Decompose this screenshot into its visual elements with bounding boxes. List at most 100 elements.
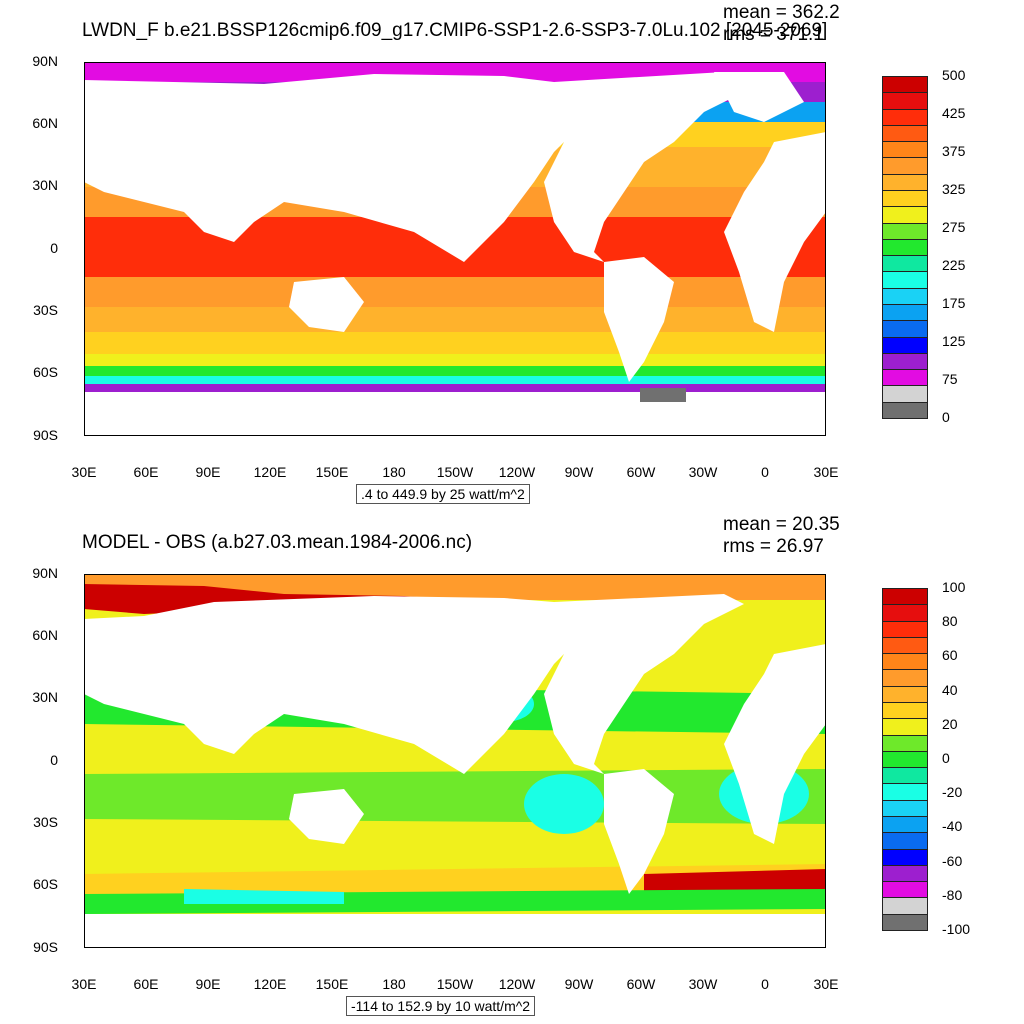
colorbar-swatch — [882, 832, 928, 850]
colorbar-label: 175 — [942, 295, 966, 311]
colorbar-swatch — [882, 653, 928, 671]
contour-range-label: -114 to 152.9 by 10 watt/m^2 — [346, 996, 536, 1016]
rms-value: rms = 26.97 — [723, 536, 824, 557]
rms-value: rms = 371.1 — [723, 24, 824, 45]
lon-label: 180 — [382, 464, 406, 480]
colorbar-label: 75 — [942, 371, 958, 387]
colorbar-swatch — [882, 702, 928, 720]
colorbar-swatch — [882, 816, 928, 834]
colorbar-swatch — [882, 897, 928, 915]
colorbar-swatch — [882, 588, 928, 606]
colorbar-label: 0 — [942, 409, 950, 425]
map-plot — [84, 62, 826, 436]
colorbar-label: 60 — [942, 647, 958, 664]
lon-label: 0 — [761, 464, 769, 480]
lon-label: 30E — [71, 464, 97, 480]
lat-label: 30S — [33, 814, 58, 830]
lat-label: 60N — [32, 115, 58, 131]
lat-label: 30N — [32, 177, 58, 193]
colorbar-swatch — [882, 124, 928, 143]
lon-label: 30E — [71, 976, 97, 992]
lon-label: 150E — [315, 464, 349, 480]
colorbar-swatch — [882, 173, 928, 191]
land-greenland — [714, 72, 804, 122]
colorbar-swatch — [882, 401, 928, 419]
colorbar-swatch — [882, 750, 928, 769]
panel-top: LWDN_F b.e21.BSSP126cmip6.f09_g17.CMIP6-… — [32, 2, 966, 504]
colorbar-swatch — [882, 320, 928, 338]
colorbar-swatch — [882, 157, 928, 175]
lon-label: 90W — [564, 976, 594, 992]
lon-label: 0 — [761, 976, 769, 992]
colorbar-label: -40 — [942, 818, 963, 835]
land-australia — [289, 277, 364, 332]
lon-label: 90W — [564, 464, 594, 480]
colorbar-label: 500 — [942, 67, 966, 83]
lon-label: 60W — [626, 976, 656, 992]
panel-title: MODEL - OBS (a.b27.03.mean.1984-2006.nc) — [82, 532, 473, 553]
lat-label: 90N — [32, 53, 58, 69]
colorbar-swatch — [882, 76, 928, 94]
map-plot — [84, 574, 826, 948]
land-mask — [84, 594, 826, 894]
colorbar-label: -60 — [942, 852, 963, 869]
colorbar-swatch — [882, 685, 928, 703]
colorbar-swatch — [882, 734, 928, 752]
lat-label: 60S — [33, 876, 58, 892]
colorbar-swatch — [882, 190, 928, 208]
colorbar-swatch — [882, 848, 928, 866]
colorbar-label: 375 — [942, 143, 966, 159]
colorbar-swatch — [882, 669, 928, 687]
colorbar-label: 225 — [942, 257, 966, 273]
colorbar-swatch — [882, 304, 928, 322]
lat-label: 90N — [32, 565, 58, 581]
colorbar-swatch — [882, 369, 928, 387]
lat-label: 30N — [32, 689, 58, 705]
colorbar-swatch — [882, 767, 928, 785]
mean-value: mean = 362.2 — [723, 2, 840, 23]
lon-label: 150W — [436, 464, 474, 480]
lat-label: 90S — [33, 939, 58, 955]
colorbar-swatch — [882, 206, 928, 224]
colorbar-label: -80 — [942, 886, 963, 903]
colorbar-swatch — [882, 238, 928, 257]
colorbar-swatch — [882, 92, 928, 110]
land-mask — [84, 72, 826, 436]
lon-label: 120W — [498, 464, 536, 480]
colorbar-label: 325 — [942, 181, 966, 197]
colorbar-label: 0 — [942, 750, 950, 766]
lon-label: 30W — [688, 976, 718, 992]
colorbar-swatch — [882, 287, 928, 305]
colorbar-swatch — [882, 881, 928, 899]
land-eurasia — [84, 596, 584, 774]
colorbar-label: 40 — [942, 681, 958, 698]
colorbar-label: -100 — [942, 921, 971, 937]
map-field — [84, 574, 826, 948]
colorbar-label: 125 — [942, 333, 966, 349]
panel-title: LWDN_F b.e21.BSSP126cmip6.f09_g17.CMIP6-… — [82, 20, 828, 41]
colorbar-swatch — [882, 604, 928, 622]
lon-label: 180 — [382, 976, 406, 992]
colorbar-swatch — [882, 864, 928, 883]
lon-label: 90E — [195, 976, 221, 992]
land-africa — [724, 644, 826, 844]
land-south-america — [604, 769, 674, 894]
colorbar-swatch — [882, 108, 928, 126]
colorbar-swatch — [882, 636, 928, 655]
lon-label: 60W — [626, 464, 656, 480]
colorbar-swatch — [882, 271, 928, 289]
lon-label: 120E — [253, 464, 287, 480]
colorbar-label: -20 — [942, 784, 963, 801]
colorbar-swatch — [882, 718, 928, 736]
colorbar-swatch — [882, 352, 928, 371]
land-north-america — [544, 594, 744, 774]
colorbar — [882, 76, 928, 419]
land-eurasia — [84, 74, 584, 262]
lon-label: 30E — [813, 976, 839, 992]
colorbar-label: 275 — [942, 219, 966, 235]
colorbar-swatch — [882, 385, 928, 403]
colorbar-label: 20 — [942, 715, 958, 732]
land-south-america — [604, 257, 674, 382]
lon-label: 120W — [498, 976, 536, 992]
colorbar-swatch — [882, 255, 928, 273]
